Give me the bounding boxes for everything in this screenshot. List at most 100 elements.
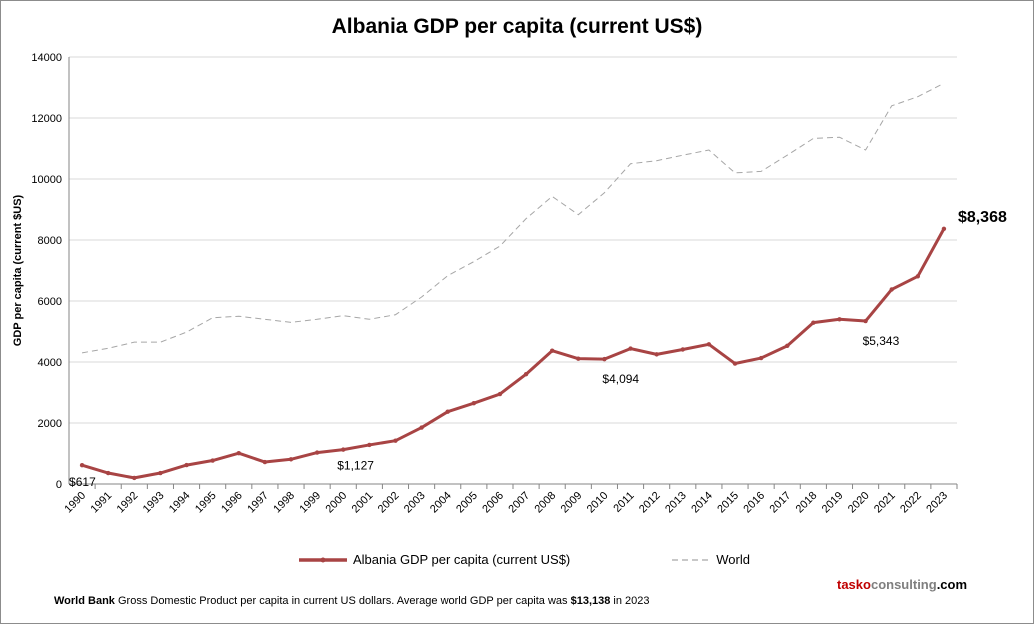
albania-data-point [105,470,111,476]
x-tick-label: 2016 [741,490,767,516]
brand-part2: consulting [870,577,937,592]
legend-world-swatch [672,558,709,561]
x-tick-label: 2009 [559,490,585,516]
albania-data-point [811,320,816,325]
albania-data-point [758,355,764,361]
albania-series-line [81,228,946,480]
x-tick-label: 2010 [585,490,611,516]
y-tick-label: 10000 [31,174,62,186]
albania-data-point [445,409,450,414]
x-tick-label: 2000 [324,490,350,516]
albania-data-point [288,457,294,462]
footer-tail: in 2023 [610,595,650,607]
albania-data-point [314,450,320,455]
albania-data-point [393,438,398,443]
brand-part1: tasko [837,577,871,592]
albania-data-point [419,425,424,430]
albania-data-point [706,342,712,347]
y-tick-label: 12000 [31,113,62,125]
albania-data-point [654,352,659,357]
data-label: $4,094 [602,372,639,386]
x-tick-label: 1990 [62,490,88,516]
x-tick-label: 2011 [611,490,636,515]
albania-data-point [341,447,346,452]
x-tick-label: 2007 [506,490,532,516]
x-tick-label: 1998 [271,490,297,516]
albania-data-point [471,400,477,406]
albania-data-point [158,470,163,476]
albania-data-point [889,287,894,292]
y-tick-label: 4000 [38,357,62,369]
y-axis-label: GDP per capita (current $US) [12,194,24,346]
legend-albania-label: Albania GDP per capita (current US$) [353,552,571,567]
albania-data-point [262,459,268,465]
chart-svg: 0 2000 4000 6000 8000 10000 12000 14000 1990 1991… [12,52,1007,516]
x-tick-label: 2006 [480,490,506,516]
x-tick-label: 2017 [768,490,794,516]
x-tick-label: 2020 [846,490,872,516]
y-tick-label: 14000 [31,52,62,64]
albania-data-point [132,475,137,481]
x-tick-label: 1996 [219,490,245,516]
x-tick-label: 1991 [88,490,114,516]
x-tick-label: 2003 [402,490,428,516]
albania-data-point [785,343,790,349]
x-tick-label: 2004 [428,490,454,516]
brand-part3: .com [936,577,968,592]
legend-albania-swatch [299,557,347,562]
data-label: $617 [69,475,96,489]
y-tick-label: 8000 [38,235,62,247]
x-tick-label: 2018 [794,490,820,516]
legend-world-label: World [716,552,750,567]
y-tick-label: 2000 [38,418,62,430]
x-tick-label: 1993 [141,490,167,516]
x-tick-label: 2008 [532,490,558,516]
albania-data-point [523,372,529,377]
x-tick-label: 2005 [454,490,480,516]
x-tick-label: 2019 [820,490,846,516]
albania-data-point [602,356,607,362]
albania-data-point [79,462,85,468]
x-tick-label: 2013 [663,490,689,516]
x-tick-label: 2014 [689,490,715,516]
brand-logo: taskoconsulting.com [837,577,967,592]
albania-data-point [210,458,215,463]
y-tick-label: 6000 [38,296,62,308]
albania-data-point [915,274,921,279]
albania-data-point [680,347,685,352]
footer-value: $13,138 [570,595,611,607]
albania-data-point [549,348,555,353]
albania-data-point [497,391,503,397]
x-tick-label: 1994 [167,490,193,516]
data-label: $5,343 [863,334,900,348]
chart-title: Albania GDP per capita (current US$) [331,15,703,38]
albania-data-point [863,318,868,324]
x-tick-label: 2023 [924,490,950,516]
x-tick-label: 1995 [193,490,219,516]
footer-text: Gross Domestic Product per capita in cur… [114,595,571,607]
x-tick-label: 1999 [297,490,323,516]
albania-data-point [367,442,372,448]
albania-data-point [837,317,842,322]
x-tick-label: 2012 [637,490,663,516]
x-tick-label: 2002 [376,490,402,516]
albania-data-point [628,346,633,351]
albania-data-point [941,226,947,231]
data-label: $1,127 [337,459,374,473]
x-tick-label: 2001 [350,490,376,516]
world-series-line [81,82,945,354]
x-tick-label: 2021 [872,490,898,516]
footer-source: World Bank [54,595,115,607]
x-tick-label: 2022 [898,490,924,516]
albania-data-point [236,450,241,456]
y-tick-label: 0 [56,479,62,491]
data-label: $8,368 [958,209,1007,226]
x-tick-label: 1997 [245,490,271,516]
footer-note: World Bank Gross Domestic Product per ca… [54,595,650,607]
x-tick-label: 1992 [115,490,141,516]
x-tick-label: 2015 [715,490,741,516]
albania-data-point [576,356,581,361]
legend: Albania GDP per capita (current US$) Wor… [297,552,750,567]
albania-data-point [732,361,738,366]
